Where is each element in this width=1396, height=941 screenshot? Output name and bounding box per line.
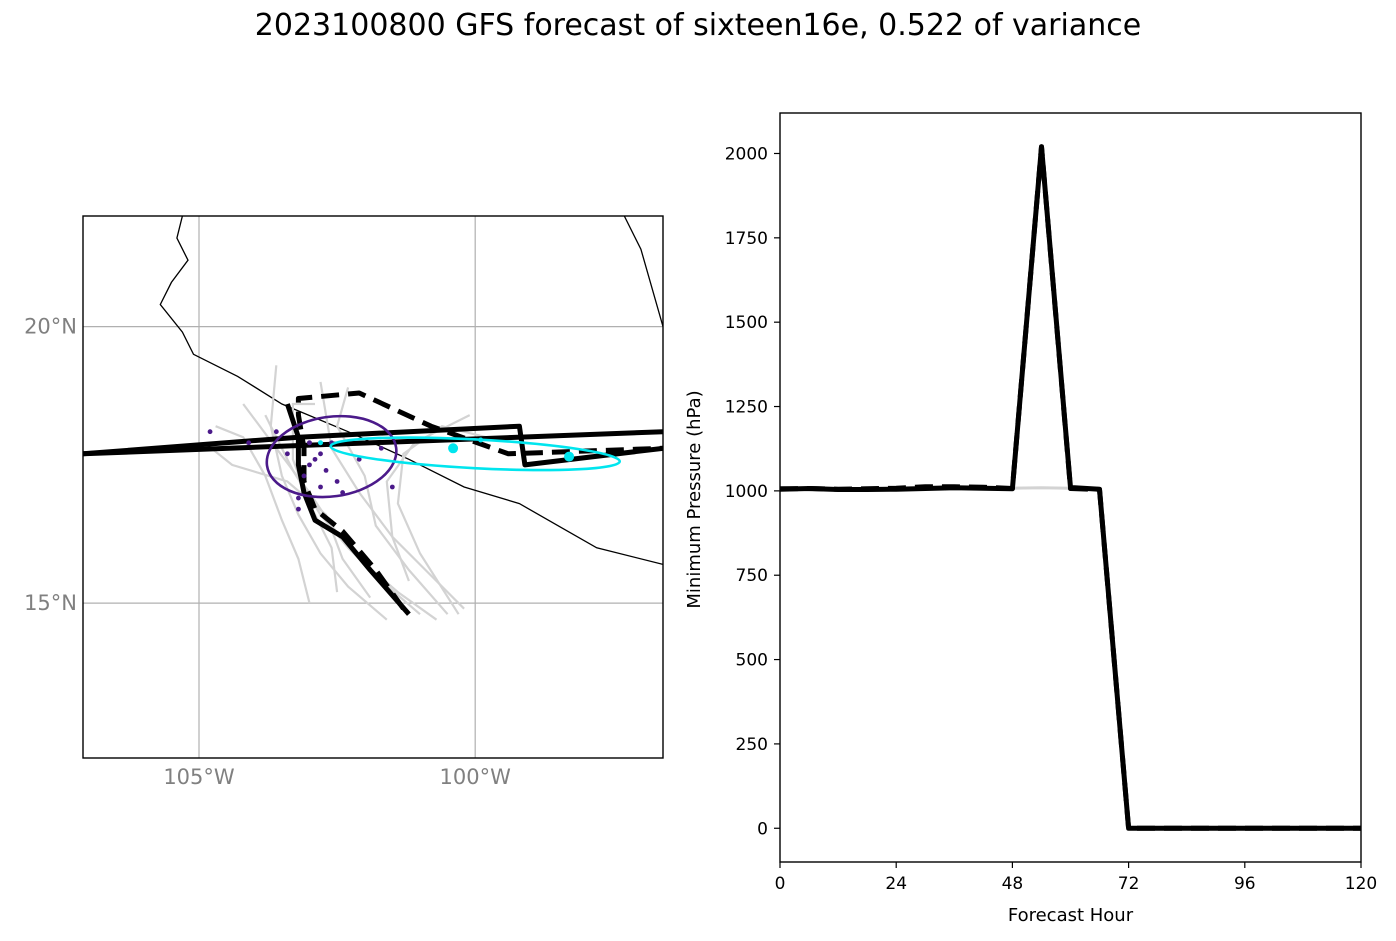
pressure-panel: 0 24 48 72 96 120 0 250 500 750 1000 1250 1500 1750 20…	[684, 112, 1377, 926]
y-tick-label: 2000	[725, 144, 768, 164]
purple-point	[284, 451, 290, 457]
purple-point	[323, 468, 329, 473]
purple-point	[389, 484, 395, 490]
pressure-series-solid	[780, 144, 1361, 831]
purple-point	[318, 484, 323, 490]
y-tick-label: 1000	[725, 482, 768, 502]
x-tick-label: 96	[1234, 874, 1256, 894]
purple-point	[318, 451, 323, 457]
ensemble-track	[335, 387, 449, 615]
y-axis-label: Minimum Pressure (hPa)	[684, 390, 705, 608]
coastline-east	[623, 216, 663, 327]
map-markers	[207, 414, 622, 512]
y-tick-label: 1250	[725, 398, 768, 418]
lat-tick-label: 20°N	[24, 315, 77, 339]
cyan-point	[564, 451, 575, 462]
purple-point	[273, 429, 279, 435]
map-gridlines	[83, 216, 663, 758]
x-tick-label: 120	[1345, 874, 1377, 894]
y-tick-label: 1500	[725, 313, 768, 333]
map-coastlines	[159, 216, 663, 566]
purple-point	[356, 456, 362, 462]
main-track-dashed	[295, 390, 663, 611]
map-panel: 20°N 15°N 105°W 100°W	[24, 215, 664, 789]
x-tick-label: 24	[885, 874, 907, 894]
cyan-point	[448, 443, 459, 454]
y-tick-label: 250	[736, 735, 768, 755]
map-tick-labels: 20°N 15°N 105°W 100°W	[24, 315, 511, 789]
y-tick-label: 1750	[725, 229, 768, 249]
purple-ellipse	[265, 414, 398, 499]
x-axis-label: Forecast Hour	[1008, 905, 1134, 926]
pressure-axes: 0 24 48 72 96 120 0 250 500 750 1000 1250 1500 1750 20…	[684, 144, 1377, 926]
map-frame	[82, 215, 664, 759]
lon-tick-label: 105°W	[163, 765, 235, 789]
lat-tick-label: 15°N	[24, 591, 77, 615]
purple-point	[207, 429, 213, 435]
purple-point	[296, 506, 301, 512]
purple-point	[307, 462, 312, 468]
main-track-solid	[83, 429, 663, 457]
purple-point	[296, 495, 301, 501]
purple-point	[378, 445, 384, 451]
y-tick-label: 0	[757, 819, 768, 839]
lon-tick-label: 100°W	[440, 765, 512, 789]
purple-point	[246, 440, 252, 446]
ensemble-track	[269, 365, 388, 621]
ensemble-track	[215, 425, 311, 604]
chart-title: 2023100800 GFS forecast of sixteen16e, 0…	[254, 8, 1142, 43]
x-tick-label: 72	[1118, 874, 1140, 894]
x-tick-label: 0	[775, 874, 786, 894]
purple-point	[301, 473, 307, 479]
coastline	[159, 216, 663, 566]
purple-point	[307, 440, 312, 446]
map-background	[83, 216, 663, 758]
pressure-frame	[779, 112, 1362, 863]
y-tick-label: 500	[736, 651, 768, 671]
x-tick-label: 48	[1002, 874, 1024, 894]
cyan-point	[318, 440, 324, 446]
purple-point	[312, 456, 318, 462]
cyan-ellipse	[329, 436, 622, 472]
y-tick-label: 750	[736, 566, 768, 586]
cyan-point	[478, 437, 484, 443]
pressure-series	[780, 144, 1361, 831]
main-track-solid	[285, 403, 411, 616]
purple-point	[334, 479, 340, 484]
